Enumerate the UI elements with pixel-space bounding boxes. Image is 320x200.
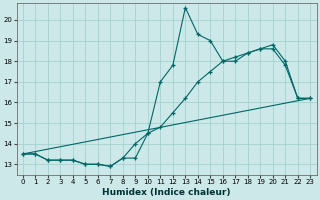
X-axis label: Humidex (Indice chaleur): Humidex (Indice chaleur) [102,188,231,197]
